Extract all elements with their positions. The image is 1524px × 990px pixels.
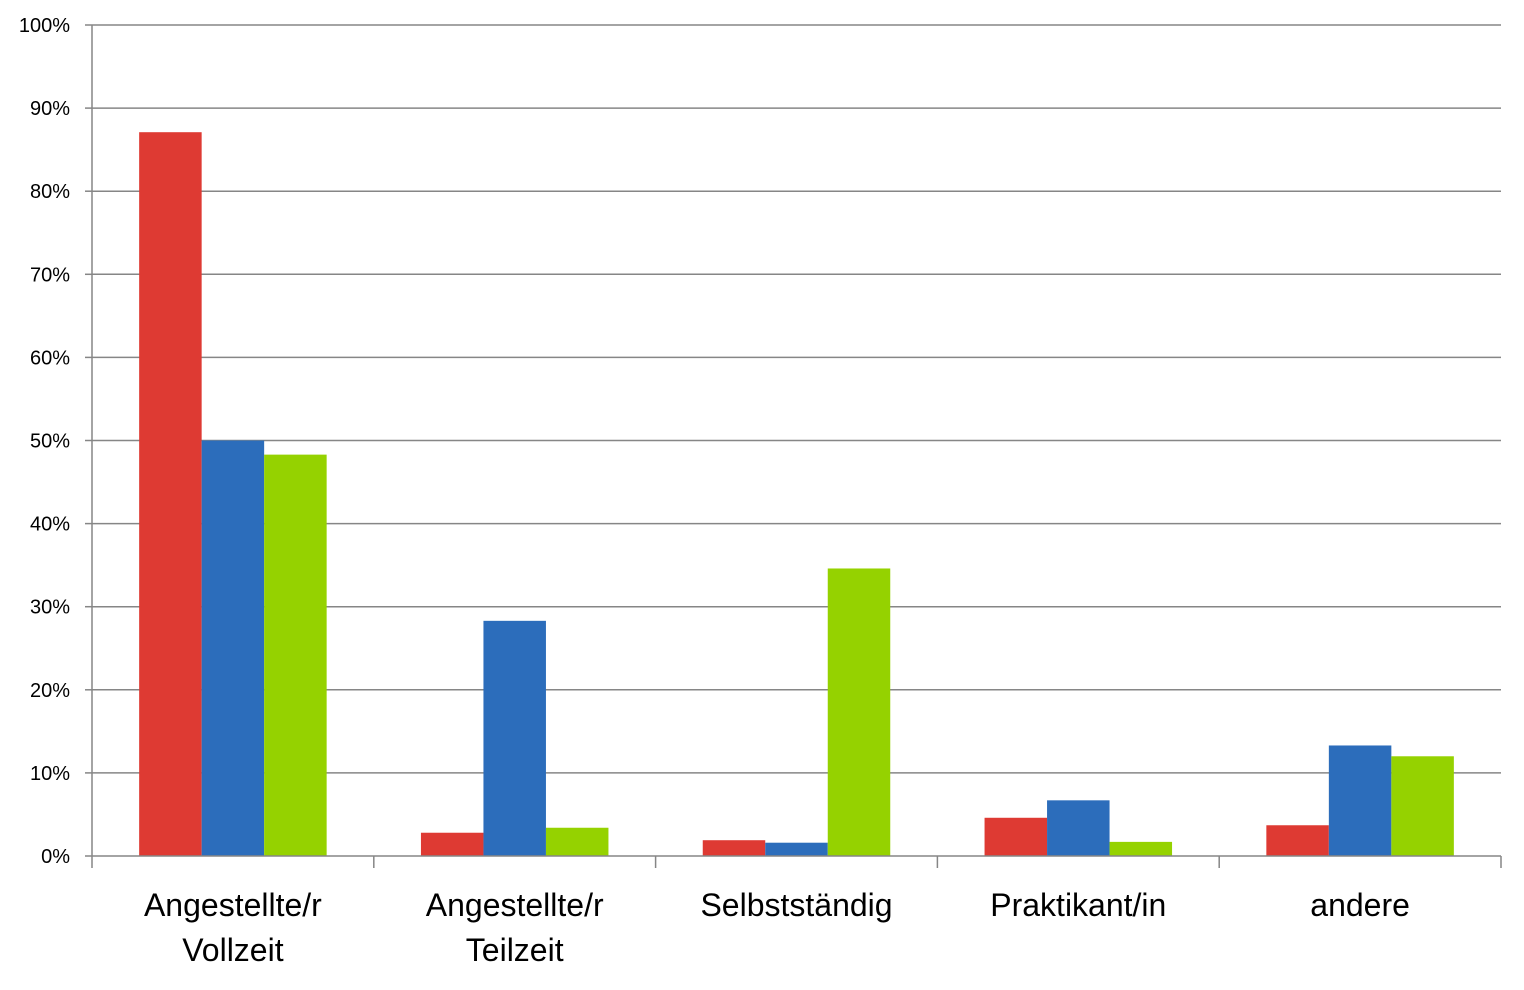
y-tick-label: 40%: [30, 514, 70, 536]
bars: [139, 132, 1454, 857]
bar-series-2-category-5: [1328, 745, 1392, 856]
bar-series-1-category-2: [420, 832, 484, 856]
x-category-label: Praktikant/in: [990, 887, 1166, 923]
gridlines: [92, 24, 1501, 774]
y-tick-label: 70%: [30, 264, 70, 286]
y-tick-labels: 0% 10% 20% 30% 40% 50% 60% 70% 80% 90% 100%: [19, 15, 70, 868]
x-category-label: Angestellte/r: [144, 887, 322, 923]
x-category-label: Selbstständig: [700, 887, 892, 923]
x-category-label: Teilzeit: [466, 932, 564, 968]
y-tick-label: 90%: [30, 98, 70, 120]
bar-series-1-category-4: [984, 817, 1048, 856]
x-category-label: Angestellte/r: [426, 887, 604, 923]
y-tick-label: 20%: [30, 680, 70, 702]
y-tick-label: 60%: [30, 347, 70, 369]
y-tick-label: 100%: [19, 15, 70, 37]
bar-series-3-category-1: [264, 454, 327, 856]
bar-series-2-category-3: [765, 842, 828, 856]
y-tick-label: 30%: [30, 597, 70, 619]
y-tick-label: 80%: [30, 181, 70, 203]
bar-series-3-category-4: [1109, 841, 1173, 856]
x-category-label: Vollzeit: [182, 932, 284, 968]
bar-series-2-category-2: [483, 620, 546, 856]
bar-series-3-category-5: [1391, 756, 1454, 856]
y-tick-label: 0%: [41, 846, 70, 868]
x-category-labels: Angestellte/r Vollzeit Angestellte/r Teilze…: [144, 887, 1410, 968]
bar-series-2-category-4: [1047, 800, 1110, 856]
x-category-label: andere: [1310, 887, 1410, 923]
bar-series-3-category-2: [545, 827, 609, 856]
y-tick-label: 10%: [30, 763, 70, 785]
bar-series-3-category-3: [827, 568, 891, 856]
bar-series-1-category-1: [139, 132, 202, 857]
bar-series-1-category-5: [1266, 825, 1329, 856]
axes: [85, 24, 1502, 868]
bar-series-2-category-1: [201, 440, 265, 856]
y-tick-label: 50%: [30, 431, 70, 453]
bar-series-1-category-3: [702, 840, 766, 856]
